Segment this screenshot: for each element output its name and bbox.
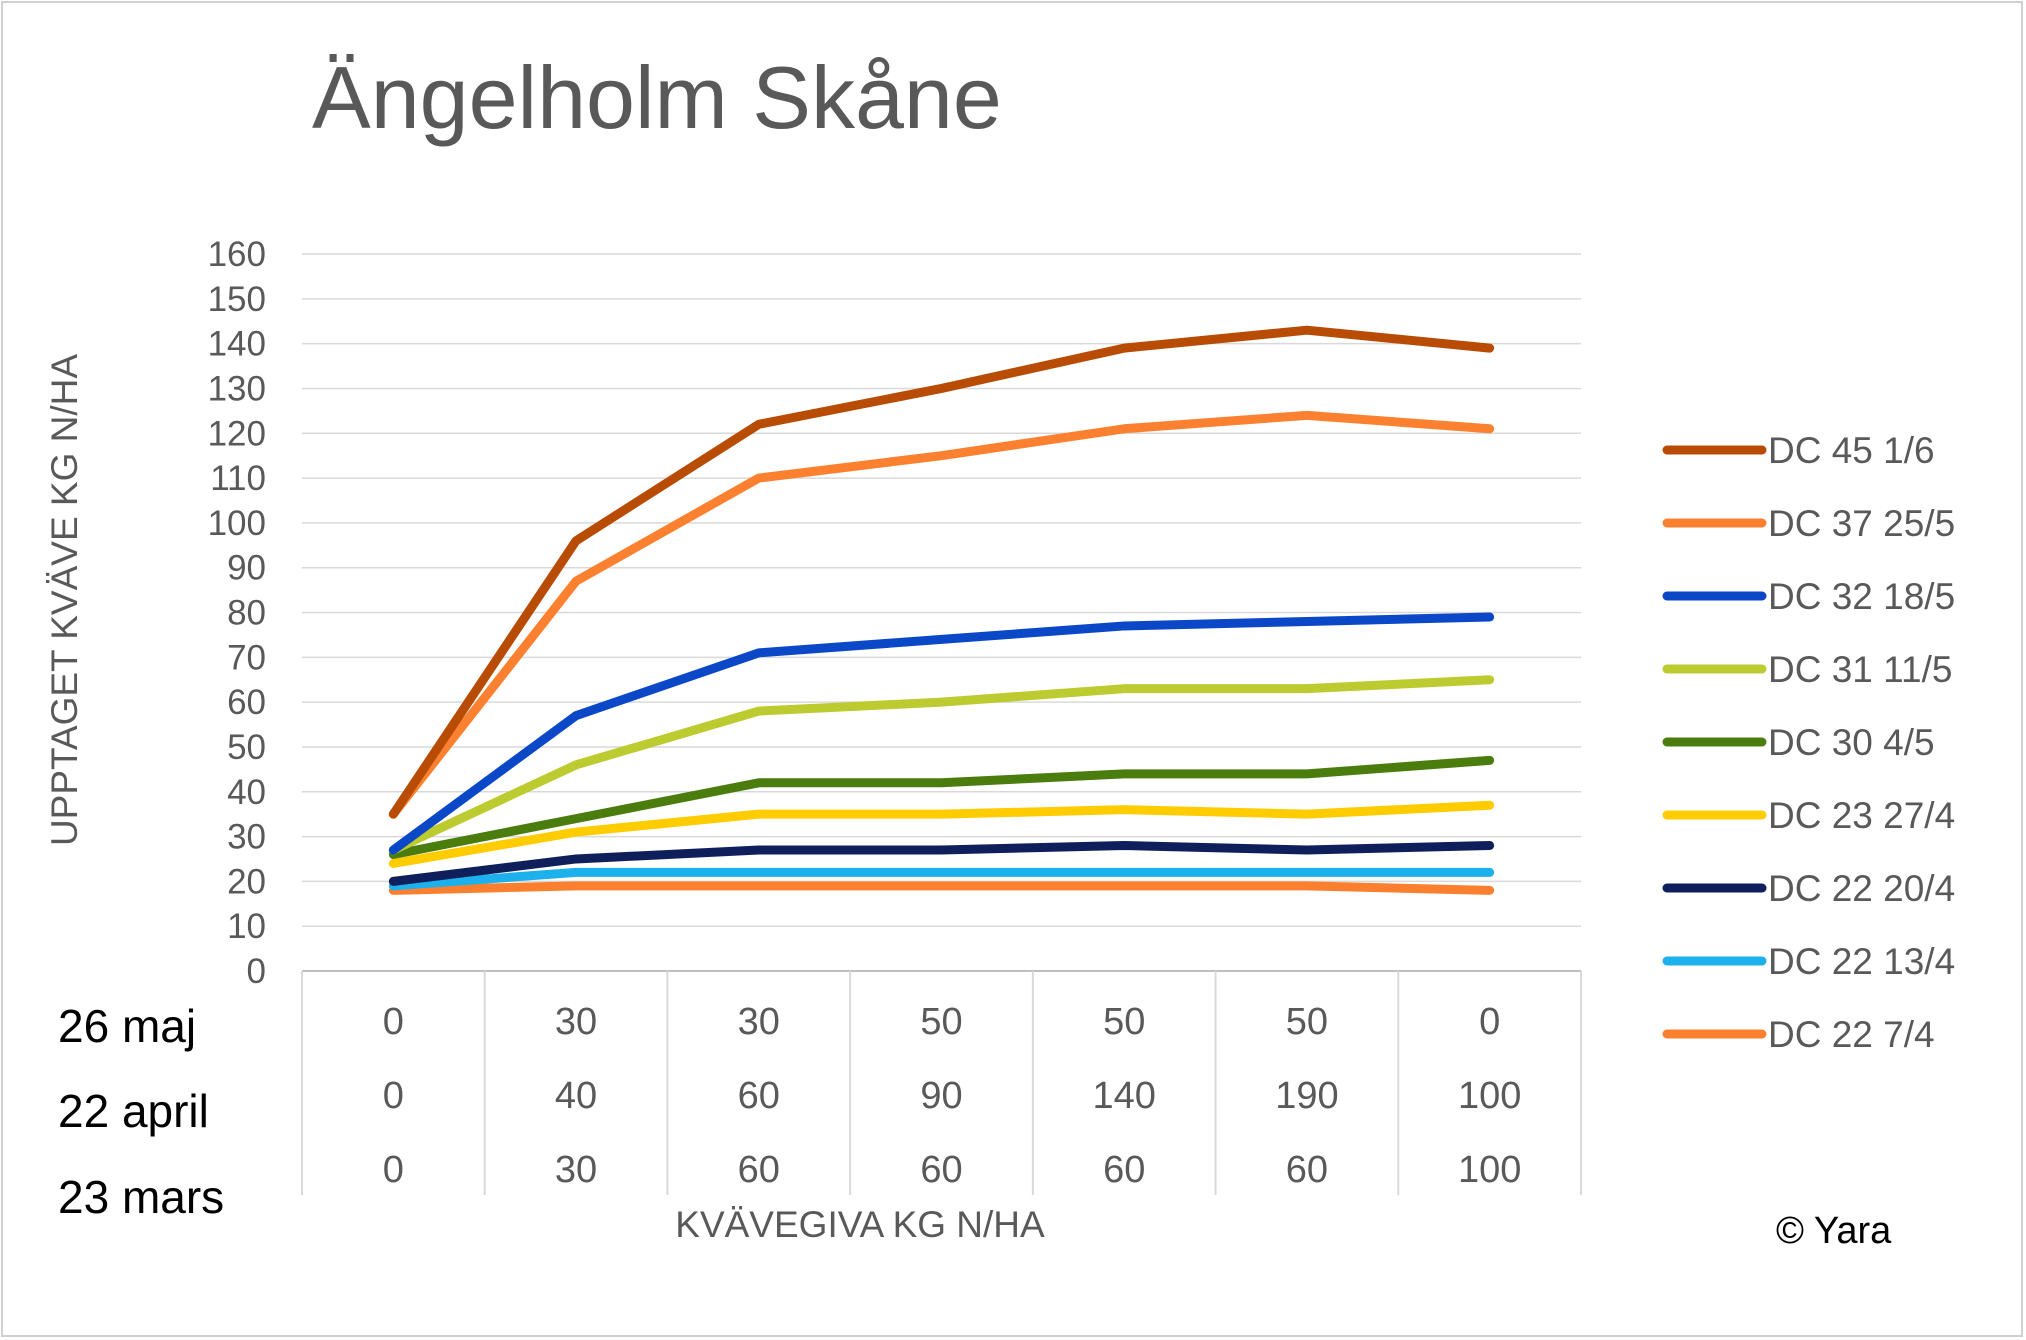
category-value: 30: [555, 1149, 597, 1191]
y-tick-label: 30: [227, 818, 266, 857]
legend-label: DC 45 1/6: [1768, 430, 1935, 471]
category-value: 0: [383, 1149, 404, 1191]
y-tick-label: 70: [227, 638, 266, 677]
y-tick-labels: 0 10 20 30 40 50 60 70 80 90 100 110 120 130 140 150 160: [208, 235, 266, 991]
y-tick-label: 0: [247, 952, 266, 991]
category-value: 40: [555, 1075, 597, 1117]
copyright-credit: © Yara: [1776, 1210, 1892, 1252]
category-value: 100: [1458, 1075, 1521, 1117]
category-value: 50: [1286, 1001, 1328, 1043]
y-tick-label: 100: [208, 504, 266, 543]
y-tick-label: 140: [208, 325, 266, 364]
x-axis-label: KVÄVEGIVA KG N/HA: [675, 1204, 1045, 1245]
category-value: 0: [383, 1075, 404, 1117]
series-line-2: [388, 612, 1495, 855]
category-value: 0: [383, 1001, 404, 1043]
legend-label: DC 31 11/5: [1768, 649, 1952, 690]
series-line-6: [388, 841, 1495, 886]
x-axis-table: 0 30 30 50 50 50 0 0 40 60 90 140 190 100 0 30 60 60 60 60 1…: [301, 971, 1582, 1195]
y-tick-label: 130: [208, 369, 266, 408]
y-tick-label: 20: [227, 862, 266, 901]
category-value: 140: [1093, 1075, 1156, 1117]
legend-label: DC 32 18/5: [1768, 576, 1955, 617]
y-tick-label: 40: [227, 773, 266, 812]
category-value: 100: [1458, 1149, 1521, 1191]
legend-label: DC 30 4/5: [1768, 722, 1935, 763]
y-tick-label: 120: [208, 414, 266, 453]
series-line-7: [388, 867, 1495, 891]
y-tick-label: 10: [227, 907, 266, 946]
series-line-4: [388, 755, 1495, 859]
series-line-0: [388, 325, 1495, 819]
y-tick-label: 60: [227, 683, 266, 722]
legend-label: DC 37 25/5: [1768, 503, 1955, 544]
category-value: 90: [920, 1075, 962, 1117]
category-row-label: 26 maj: [58, 1000, 196, 1052]
legend-label: DC 22 7/4: [1768, 1014, 1935, 1055]
series-line-1: [388, 410, 1495, 819]
chart-title: Ängelholm Skåne: [312, 48, 1002, 147]
legend: DC 45 1/6 DC 37 25/5 DC 32 18/5 DC 31 11/5 D…: [1662, 430, 1955, 1055]
y-tick-label: 150: [208, 280, 266, 319]
legend-label: DC 22 13/4: [1768, 941, 1955, 982]
category-value: 50: [1103, 1001, 1145, 1043]
category-value: 60: [738, 1149, 780, 1191]
y-tick-label: 50: [227, 728, 266, 767]
category-value: 60: [1103, 1149, 1145, 1191]
category-row-labels: 26 maj 22 april 23 mars: [58, 1000, 224, 1223]
y-tick-label: 110: [210, 459, 266, 498]
category-value: 30: [555, 1001, 597, 1043]
y-tick-label: 160: [208, 235, 266, 274]
legend-label: DC 22 20/4: [1768, 868, 1955, 909]
series-lines: [388, 325, 1495, 895]
series-line-8: [388, 881, 1495, 895]
category-row-label: 22 april: [58, 1085, 209, 1137]
y-tick-label: 80: [227, 594, 266, 633]
category-row-label: 23 mars: [58, 1171, 224, 1223]
category-value: 190: [1275, 1075, 1338, 1117]
category-value: 0: [1479, 1001, 1500, 1043]
legend-label: DC 23 27/4: [1768, 795, 1955, 836]
series-line-5: [388, 800, 1495, 868]
category-value: 60: [1286, 1149, 1328, 1191]
category-value: 50: [920, 1001, 962, 1043]
gridlines: [302, 253, 1581, 972]
y-axis-label: UPPTAGET KVÄVE KG N/HA: [44, 354, 85, 846]
category-value: 30: [738, 1001, 780, 1043]
y-tick-label: 90: [227, 549, 266, 588]
category-value: 60: [920, 1149, 962, 1191]
series-line-3: [388, 675, 1495, 855]
category-value: 60: [738, 1075, 780, 1117]
